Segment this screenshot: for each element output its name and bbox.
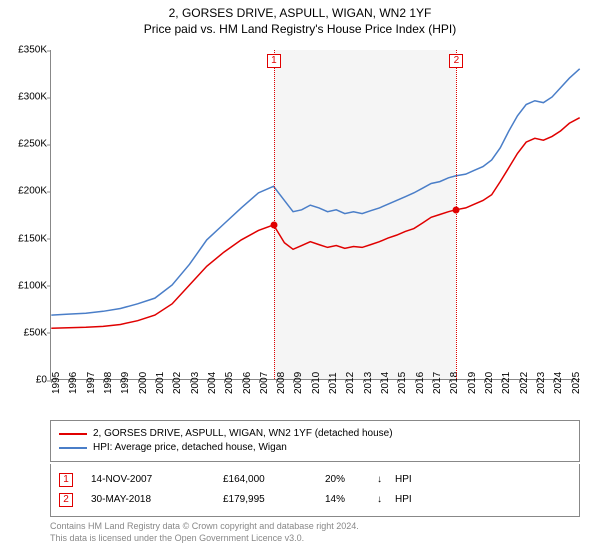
event-idx-0: 1 [59,473,73,487]
title-block: 2, GORSES DRIVE, ASPULL, WIGAN, WN2 1YF … [0,0,600,36]
xtick-label: 2016 [415,372,426,394]
down-arrow-icon: ↓ [377,470,393,490]
event-marker: 2 [449,54,463,68]
xtick-label: 1997 [86,372,97,394]
ytick-label: £150K [5,233,47,244]
legend-label-0: 2, GORSES DRIVE, ASPULL, WIGAN, WN2 1YF … [93,427,393,441]
xtick-label: 2015 [397,372,408,394]
events-table: 1 14-NOV-2007 £164,000 20% ↓ HPI 2 30-MA… [50,464,580,517]
event-vline [274,50,275,379]
title-line2: Price paid vs. HM Land Registry's House … [0,22,600,36]
xtick-label: 2022 [519,372,530,394]
ytick-label: £100K [5,280,47,291]
xtick-label: 2001 [155,372,166,394]
xtick-label: 2023 [536,372,547,394]
xtick-label: 2019 [467,372,478,394]
ytick-label: £200K [5,186,47,197]
legend-swatch-1 [59,447,87,449]
footer: Contains HM Land Registry data © Crown c… [50,520,580,544]
xtick-label: 2009 [293,372,304,394]
ytick-label: £350K [5,45,47,56]
xtick-label: 2017 [432,372,443,394]
series-property [51,118,579,329]
event-row-0: 1 14-NOV-2007 £164,000 20% ↓ HPI [59,470,571,490]
xtick-label: 2025 [571,372,582,394]
xtick-label: 2008 [276,372,287,394]
legend-row-1: HPI: Average price, detached house, Wiga… [59,441,571,455]
xtick-label: 2024 [553,372,564,394]
chart-area: £0£50K£100K£150K£200K£250K£300K£350K1995… [50,50,580,380]
title-line1: 2, GORSES DRIVE, ASPULL, WIGAN, WN2 1YF [0,6,600,20]
xtick-label: 1998 [103,372,114,394]
xtick-label: 2020 [484,372,495,394]
xtick-label: 2007 [259,372,270,394]
event-vline [456,50,457,379]
xtick-label: 2013 [363,372,374,394]
footer-line1: Contains HM Land Registry data © Crown c… [50,520,580,532]
xtick-label: 1996 [68,372,79,394]
event-point [453,207,460,214]
xtick-label: 2003 [190,372,201,394]
xtick-label: 2000 [138,372,149,394]
xtick-label: 2004 [207,372,218,394]
xtick-label: 1999 [120,372,131,394]
event-point [270,222,277,229]
legend-swatch-0 [59,433,87,435]
event-price-1: £179,995 [223,490,323,510]
legend-row-0: 2, GORSES DRIVE, ASPULL, WIGAN, WN2 1YF … [59,427,571,441]
xtick-label: 2010 [311,372,322,394]
xtick-label: 2021 [501,372,512,394]
event-row-1: 2 30-MAY-2018 £179,995 14% ↓ HPI [59,490,571,510]
event-pct-1: 14% [325,490,375,510]
series-hpi [51,69,579,315]
ytick-label: £50K [5,327,47,338]
xtick-label: 2006 [242,372,253,394]
down-arrow-icon: ↓ [377,490,393,510]
event-idx-1: 2 [59,493,73,507]
ytick-label: £250K [5,139,47,150]
event-tag-0: HPI [395,470,425,490]
footer-line2: This data is licensed under the Open Gov… [50,532,580,544]
legend-label-1: HPI: Average price, detached house, Wiga… [93,441,287,455]
ytick-label: £300K [5,92,47,103]
event-date-1: 30-MAY-2018 [91,490,221,510]
xtick-label: 2002 [172,372,183,394]
event-pct-0: 20% [325,470,375,490]
event-price-0: £164,000 [223,470,323,490]
xtick-label: 2018 [449,372,460,394]
xtick-label: 2011 [328,372,339,394]
xtick-label: 2012 [345,372,356,394]
ytick-label: £0 [5,375,47,386]
xtick-label: 2005 [224,372,235,394]
plot-svg [51,50,580,379]
event-date-0: 14-NOV-2007 [91,470,221,490]
legend: 2, GORSES DRIVE, ASPULL, WIGAN, WN2 1YF … [50,420,580,462]
event-marker: 1 [267,54,281,68]
xtick-label: 1995 [51,372,62,394]
chart-container: 2, GORSES DRIVE, ASPULL, WIGAN, WN2 1YF … [0,0,600,560]
xtick-label: 2014 [380,372,391,394]
event-tag-1: HPI [395,490,425,510]
